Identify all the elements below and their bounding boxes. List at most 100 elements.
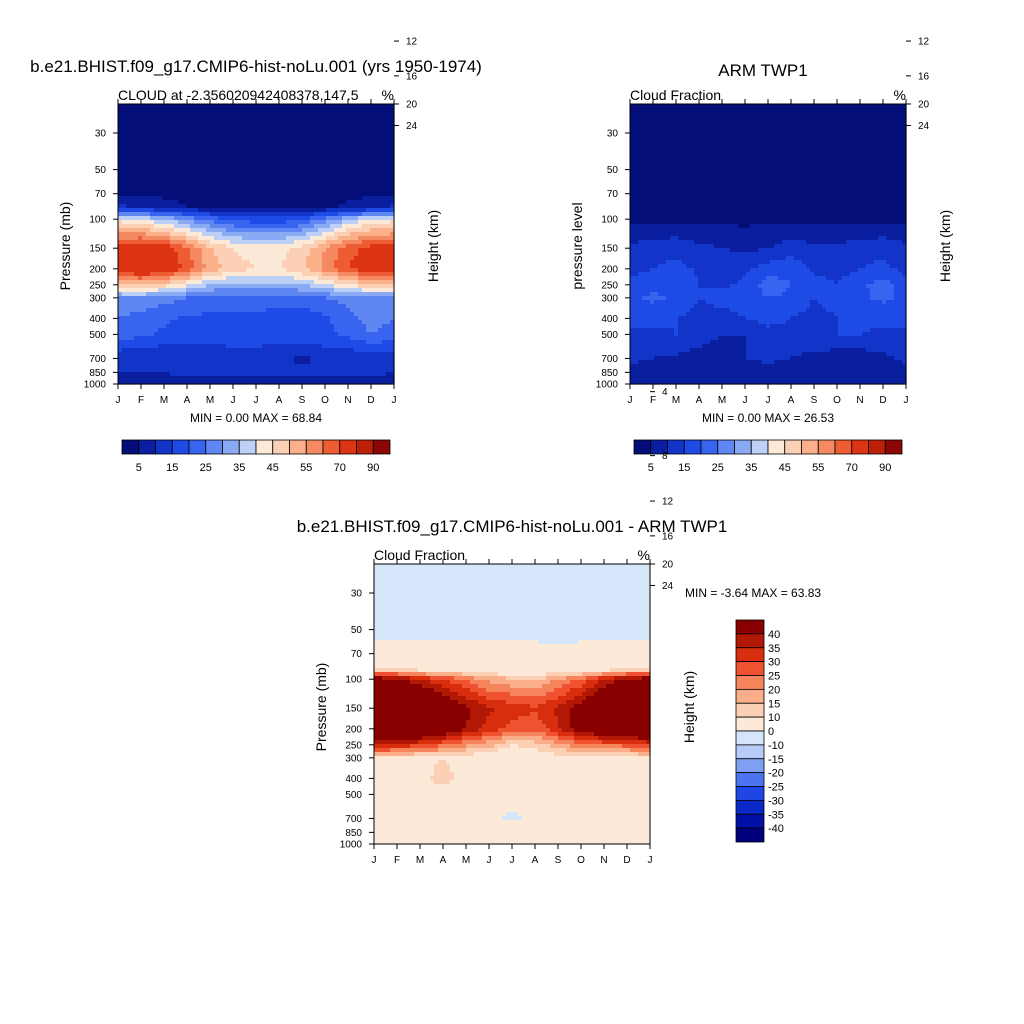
heatmap-cell (230, 180, 235, 185)
heatmap-cell (238, 220, 243, 225)
heatmap-cell (330, 200, 335, 205)
heatmap-cell (218, 160, 223, 165)
heatmap-cell (142, 236, 147, 241)
heatmap-cell (374, 268, 379, 273)
heatmap-cell (386, 136, 391, 141)
heatmap-cell (686, 104, 691, 109)
heatmap-cell (170, 168, 175, 173)
heatmap-cell (234, 332, 239, 337)
heatmap-cell (338, 352, 343, 357)
heatmap-cell (170, 344, 175, 349)
heatmap-cell (226, 336, 231, 341)
heatmap-cell (214, 240, 219, 245)
heatmap-cell (274, 264, 279, 269)
heatmap-cell (146, 288, 151, 293)
heatmap-cell (226, 104, 231, 109)
heatmap-cell (338, 196, 343, 201)
heatmap-cell (174, 204, 179, 209)
heatmap-cell (362, 316, 367, 321)
heatmap-cell (374, 176, 379, 181)
heatmap-cell (226, 188, 231, 193)
heatmap-cell (162, 356, 167, 361)
heatmap-cell (206, 264, 211, 269)
heatmap-cell (362, 176, 367, 181)
heatmap-cell (282, 376, 287, 381)
heatmap-cell (286, 344, 291, 349)
heatmap-cell (374, 104, 379, 109)
heatmap-cell (134, 376, 139, 381)
heatmap-cell (326, 132, 331, 137)
heatmap-cell (370, 328, 375, 333)
heatmap-cell (382, 112, 387, 117)
heatmap-cell (310, 268, 315, 273)
heatmap-cell (118, 268, 123, 273)
heatmap-cell (146, 340, 151, 345)
heatmap-cell (126, 200, 131, 205)
heatmap-cell (266, 352, 271, 357)
heatmap-cell (242, 360, 247, 365)
heatmap-cell (314, 160, 319, 165)
heatmap-cell (330, 336, 335, 341)
heatmap-cell (278, 180, 283, 185)
heatmap-cell (126, 120, 131, 125)
heatmap-cell (278, 348, 283, 353)
heatmap-cell (274, 220, 279, 225)
heatmap-cell (270, 188, 275, 193)
heatmap-cell (202, 116, 207, 121)
heatmap-cell (386, 212, 391, 217)
heatmap-cell (150, 220, 155, 225)
heatmap-cell (194, 232, 199, 237)
heatmap-cell (154, 184, 159, 189)
heatmap-cell (218, 132, 223, 137)
heatmap-cell (238, 312, 243, 317)
heatmap-cell (210, 104, 215, 109)
heatmap-cell (134, 236, 139, 241)
heatmap-cell (322, 364, 327, 369)
heatmap-cell (250, 180, 255, 185)
heatmap-cell (166, 340, 171, 345)
heatmap-cell (226, 368, 231, 373)
heatmap-cell (322, 112, 327, 117)
heatmap-cell (298, 276, 303, 281)
heatmap-cell (378, 356, 383, 361)
heatmap-cell (330, 272, 335, 277)
heatmap-cell (762, 104, 767, 109)
heatmap-cell (306, 176, 311, 181)
heatmap-cell (374, 360, 379, 365)
heatmap-cell (346, 124, 351, 129)
heatmap-cell (182, 260, 187, 265)
heatmap-cell (366, 204, 371, 209)
heatmap-cell (186, 320, 191, 325)
heatmap-cell (258, 108, 263, 113)
heatmap-cell (350, 332, 355, 337)
heatmap-cell (286, 236, 291, 241)
heatmap-cell (282, 200, 287, 205)
heatmap-cell (294, 160, 299, 165)
heatmap-cell (286, 124, 291, 129)
heatmap-cell (270, 360, 275, 365)
heatmap-cell (362, 196, 367, 201)
heatmap-cell (294, 180, 299, 185)
panel-subtitle-left: CLOUD at -2.356020942408378,147.5 (118, 87, 359, 103)
heatmap-cell (210, 116, 215, 121)
heatmap-cell (378, 264, 383, 269)
heatmap-cell (366, 284, 371, 289)
heatmap-cell (270, 352, 275, 357)
heatmap-cell (154, 144, 159, 149)
heatmap-cell (226, 280, 231, 285)
heatmap-cell (130, 264, 135, 269)
heatmap-cell (386, 280, 391, 285)
heatmap-cell (330, 212, 335, 217)
heatmap-cell (634, 104, 639, 109)
heatmap-cell (134, 300, 139, 305)
heatmap-cell (142, 124, 147, 129)
heatmap-cell (186, 168, 191, 173)
heatmap-cell (162, 240, 167, 245)
heatmap-cell (302, 308, 307, 313)
heatmap-cell (298, 256, 303, 261)
heatmap-cell (266, 256, 271, 261)
heatmap-cell (214, 268, 219, 273)
heatmap-cell (162, 352, 167, 357)
heatmap-cell (130, 272, 135, 277)
heatmap-cell (254, 264, 259, 269)
